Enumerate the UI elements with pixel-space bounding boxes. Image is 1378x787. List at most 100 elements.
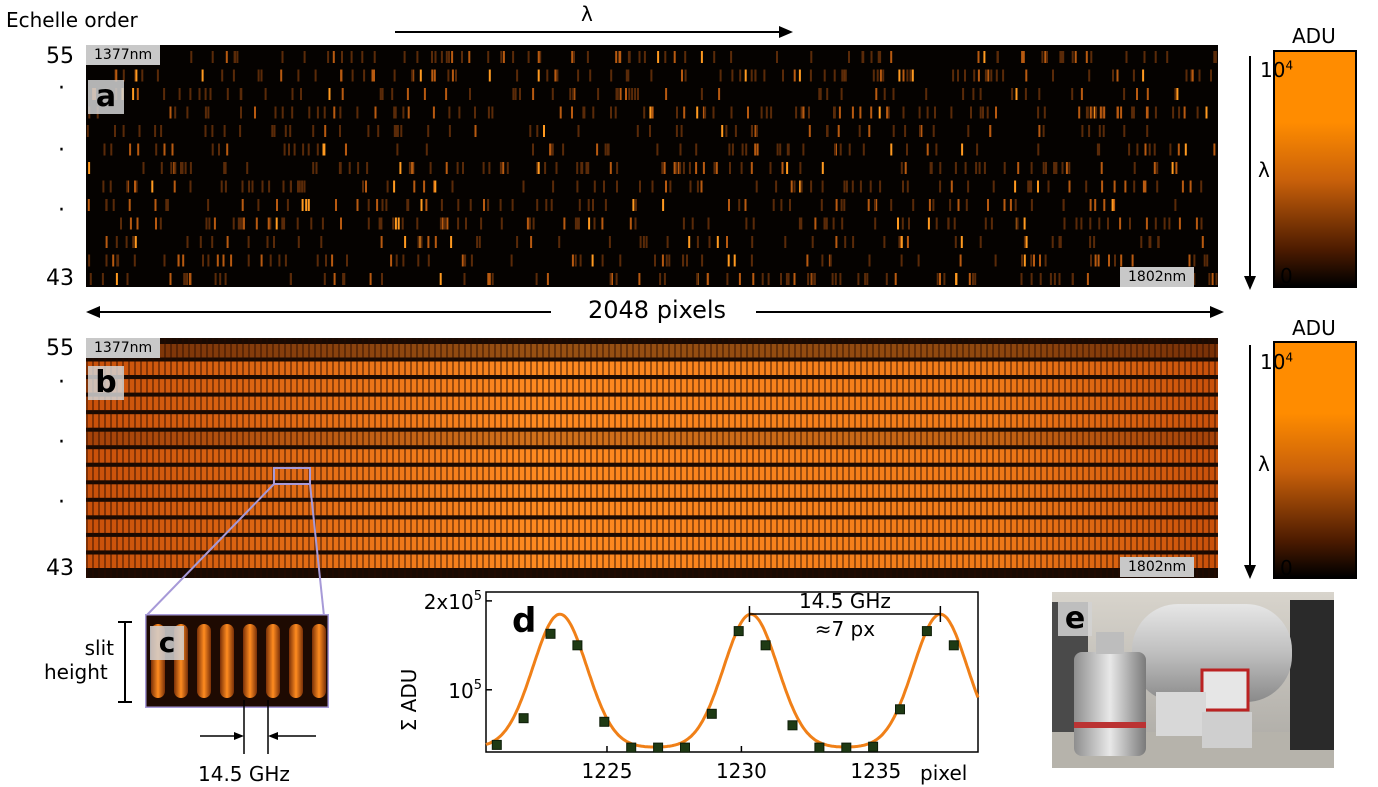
emission-line: [970, 106, 972, 119]
emission-line: [700, 180, 703, 193]
emission-line: [1053, 162, 1056, 174]
emission-line: [793, 180, 796, 193]
emission-line: [115, 273, 118, 285]
emission-line: [1030, 199, 1033, 211]
emission-line: [972, 273, 974, 285]
emission-line: [528, 217, 531, 230]
emission-line: [1094, 199, 1097, 211]
emission-line: [469, 88, 471, 100]
emission-line: [1111, 199, 1114, 211]
emission-line: [462, 162, 464, 174]
emission-line: [663, 162, 666, 174]
emission-line: [1142, 69, 1145, 82]
emission-line: [1030, 254, 1033, 267]
emission-line: [659, 273, 662, 285]
emission-line: [883, 236, 886, 248]
emission-line: [939, 162, 942, 174]
emission-line: [122, 69, 125, 82]
emission-line: [615, 273, 618, 285]
emission-line: [1023, 254, 1026, 267]
emission-line: [786, 162, 789, 174]
emission-line: [125, 236, 128, 248]
emission-line: [362, 180, 364, 193]
emission-line: [608, 236, 611, 248]
emission-line: [474, 125, 477, 137]
emission-line: [682, 254, 685, 267]
emission-line: [1038, 125, 1041, 137]
emission-line: [604, 143, 607, 156]
emission-line: [619, 51, 622, 63]
emission-line: [1205, 106, 1208, 119]
emission-line: [1113, 199, 1116, 211]
emission-line: [625, 88, 627, 100]
emission-line: [1042, 125, 1045, 137]
emission-line: [868, 125, 871, 137]
emission-line: [682, 217, 685, 230]
emission-line: [858, 125, 861, 137]
emission-line: [315, 162, 318, 174]
colorbar-b-lambda: λ: [1258, 452, 1270, 476]
emission-line: [207, 199, 210, 211]
emission-line: [799, 162, 802, 174]
emission-line: [634, 199, 637, 211]
emission-line: [1088, 69, 1091, 82]
emission-line: [1133, 180, 1136, 193]
emission-line: [394, 106, 397, 119]
colorbar-a: [1273, 50, 1357, 288]
emission-line: [859, 106, 862, 119]
emission-line: [269, 217, 272, 230]
emission-line: [562, 143, 565, 156]
emission-line: [155, 143, 158, 156]
emission-line: [926, 143, 929, 156]
emission-line: [977, 69, 980, 82]
emission-line: [457, 217, 460, 230]
emission-line: [138, 125, 141, 137]
emission-line: [843, 180, 846, 193]
panel-a-order-bottom: 43: [46, 266, 74, 291]
panel-b-dot: ·: [58, 370, 65, 395]
emission-line: [446, 217, 449, 230]
emission-line: [800, 106, 803, 119]
emission-line: [280, 69, 283, 82]
emission-line: [1085, 51, 1088, 63]
emission-line: [651, 106, 654, 119]
emission-line: [511, 199, 514, 211]
panel-b-start-wavelength: 1377nm: [86, 338, 161, 358]
colorbar-a-max: 104: [1260, 58, 1294, 82]
emission-line: [1119, 217, 1122, 230]
emission-line: [226, 236, 229, 248]
emission-line: [806, 254, 809, 267]
emission-line: [499, 162, 502, 174]
data-point: [680, 742, 690, 753]
echelle-order-label: Echelle order: [6, 8, 138, 32]
emission-line: [831, 273, 834, 285]
emission-line: [770, 106, 773, 119]
emission-line: [811, 273, 814, 285]
colorbar-a-lambda-arrow: [1244, 56, 1256, 290]
emission-line: [556, 69, 559, 82]
emission-line: [160, 125, 163, 137]
emission-line: [500, 217, 503, 230]
emission-line: [586, 51, 589, 63]
emission-line: [310, 217, 313, 230]
emission-line: [254, 106, 256, 119]
emission-line: [135, 180, 138, 193]
emission-line: [417, 236, 420, 248]
emission-line: [1063, 217, 1066, 230]
emission-line: [1090, 51, 1093, 63]
emission-line: [297, 180, 299, 193]
emission-line: [532, 143, 534, 156]
emission-line: [563, 217, 566, 230]
emission-line: [247, 236, 250, 248]
emission-line: [848, 143, 851, 156]
emission-line: [470, 254, 473, 267]
emission-line: [683, 106, 686, 119]
data-point: [760, 640, 771, 651]
emission-line: [261, 180, 264, 193]
emission-line: [1090, 254, 1092, 267]
emission-line: [380, 217, 383, 230]
emission-line: [1183, 106, 1186, 119]
emission-line: [544, 162, 547, 174]
emission-line: [752, 217, 755, 230]
emission-line: [403, 51, 406, 63]
